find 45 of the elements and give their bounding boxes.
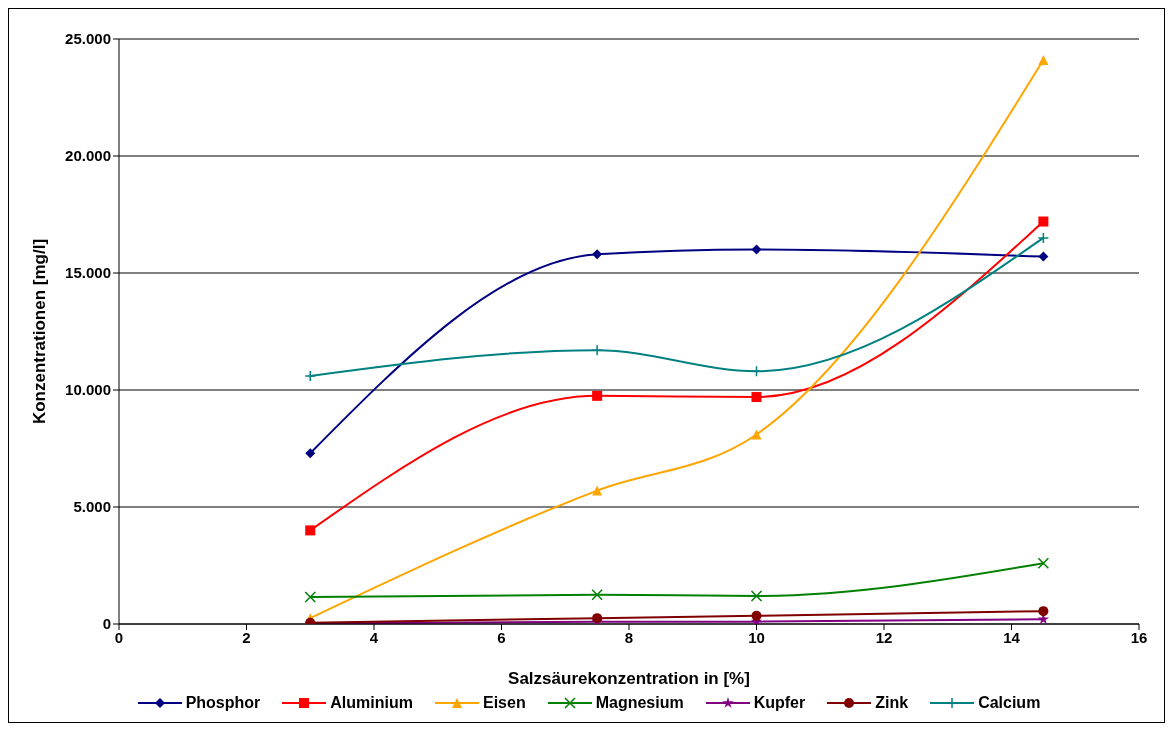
x-tick-label: 4 [369, 628, 379, 646]
point [751, 429, 762, 440]
y-tick-label: 25.000 [65, 30, 111, 48]
point [751, 244, 762, 255]
x-tick-label: 0 [114, 628, 124, 646]
point [751, 610, 762, 621]
x-tick-label: 2 [242, 628, 251, 646]
x-tick-label: 14 [1003, 628, 1021, 646]
point [304, 591, 316, 603]
x-tick-label: 12 [875, 628, 893, 646]
x-axis-title: Salzsäurekonzentration in [%] [508, 669, 750, 688]
y-tick-label: 20.000 [65, 147, 111, 165]
legend-label: Kupfer [753, 694, 806, 712]
y-tick-label: 0 [102, 615, 111, 633]
point [592, 249, 603, 260]
x-tick-label: 16 [1130, 628, 1148, 646]
point [305, 448, 316, 459]
point [591, 589, 603, 601]
x-tick-label: 8 [624, 628, 634, 646]
point [592, 485, 603, 496]
legend-label: Calcium [978, 694, 1041, 712]
point [591, 344, 603, 356]
y-tick-label: 10.000 [65, 381, 111, 399]
point [1037, 557, 1050, 569]
point [305, 525, 316, 536]
legend-label: Phosphor [185, 694, 261, 712]
y-axis-title: Konzentrationen [mg/l] [30, 238, 50, 425]
point [304, 370, 316, 382]
legend-label: Magnesium [595, 694, 684, 712]
y-tick-label: 5.000 [73, 498, 111, 516]
x-tick-label: 10 [748, 628, 765, 646]
legend-label: Aluminium [330, 694, 413, 712]
point [1038, 55, 1049, 66]
point [1037, 232, 1050, 244]
legend-label: Eisen [482, 694, 526, 712]
point [592, 390, 603, 401]
point [1038, 216, 1049, 227]
point [751, 392, 762, 403]
point [750, 365, 763, 378]
point [750, 590, 763, 602]
legend-label: Zink [875, 694, 909, 712]
point [1038, 606, 1049, 617]
x-tick-label: 6 [497, 628, 506, 646]
point [1038, 251, 1049, 262]
y-tick-label: 15.000 [65, 264, 111, 282]
